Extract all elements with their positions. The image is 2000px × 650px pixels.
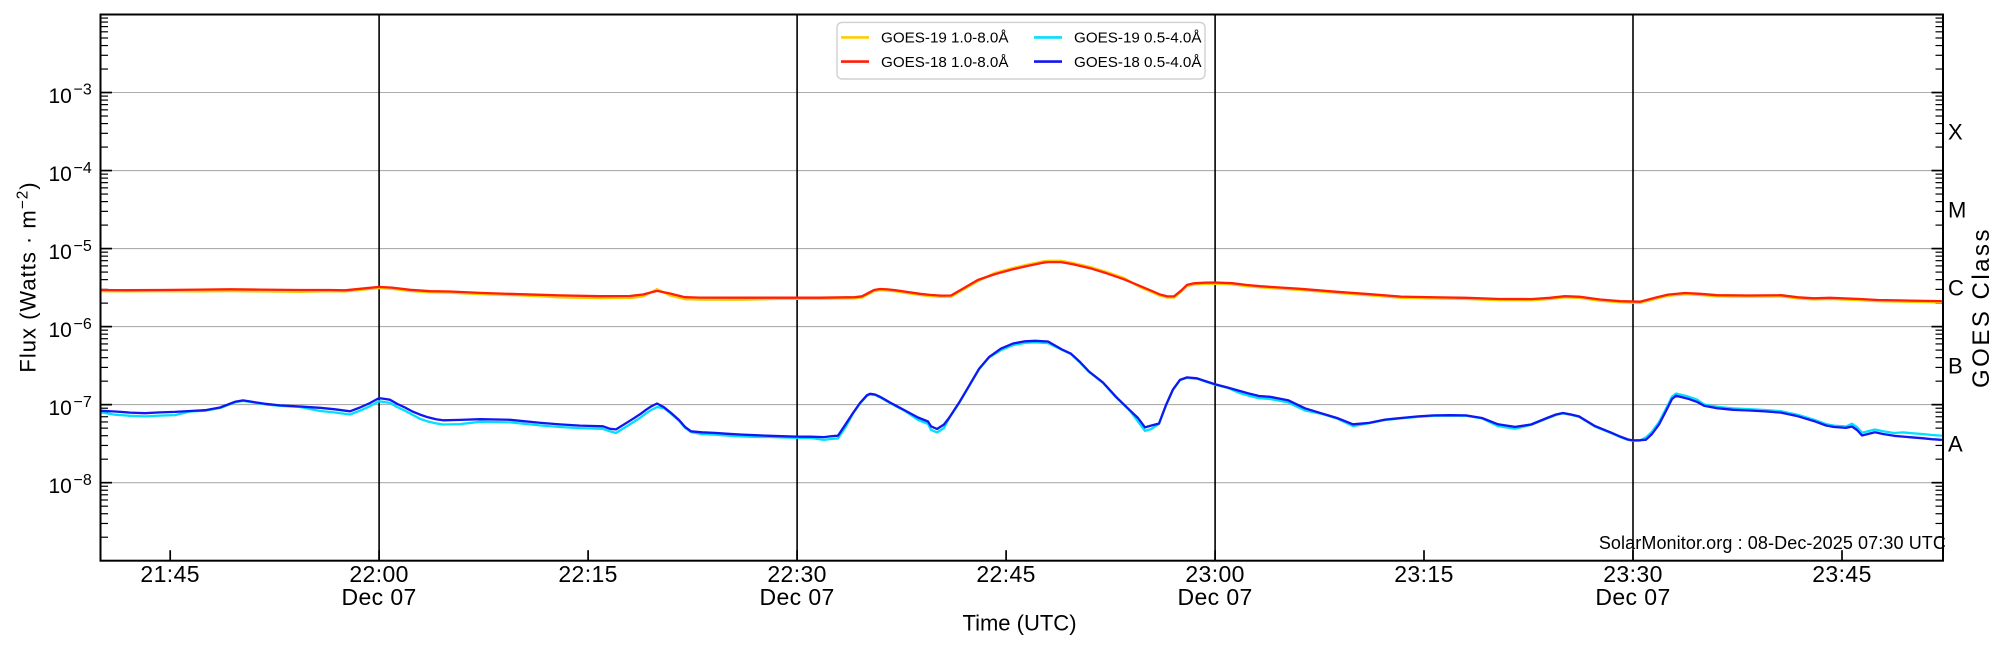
- svg-text:Dec 07: Dec 07: [1595, 584, 1670, 610]
- svg-text:X: X: [1948, 120, 1963, 145]
- svg-text:GOES-19 1.0-8.0Å: GOES-19 1.0-8.0Å: [881, 30, 1009, 47]
- svg-text:B: B: [1948, 354, 1963, 379]
- svg-text:10: 10: [49, 397, 72, 420]
- svg-text:−4: −4: [74, 160, 92, 177]
- svg-text:23:45: 23:45: [1812, 561, 1872, 587]
- svg-text:−6: −6: [74, 316, 92, 333]
- svg-text:Time (UTC): Time (UTC): [962, 611, 1076, 636]
- svg-text:GOES Class: GOES Class: [1968, 227, 1995, 388]
- svg-text:10: 10: [49, 241, 72, 264]
- svg-text:M: M: [1948, 198, 1966, 223]
- svg-text:21:45: 21:45: [140, 561, 200, 587]
- svg-text:−5: −5: [74, 238, 92, 255]
- svg-text:C: C: [1948, 276, 1964, 301]
- svg-text:−8: −8: [74, 472, 92, 489]
- svg-text:22:45: 22:45: [976, 561, 1036, 587]
- svg-text:Flux (Watts · m−2): Flux (Watts · m−2): [15, 181, 41, 372]
- svg-text:GOES-18 0.5-4.0Å: GOES-18 0.5-4.0Å: [1074, 54, 1202, 71]
- svg-text:22:00: 22:00: [349, 561, 409, 587]
- svg-text:23:15: 23:15: [1394, 561, 1454, 587]
- svg-text:−7: −7: [74, 394, 92, 411]
- svg-text:10: 10: [49, 163, 72, 186]
- svg-text:A: A: [1948, 432, 1963, 457]
- svg-text:23:00: 23:00: [1185, 561, 1245, 587]
- svg-text:10: 10: [49, 319, 72, 342]
- svg-text:SolarMonitor.org : 08-Dec-2025: SolarMonitor.org : 08-Dec-2025 07:30 UTC: [1599, 533, 1946, 553]
- svg-text:22:15: 22:15: [558, 561, 618, 587]
- svg-text:Dec 07: Dec 07: [1177, 584, 1252, 610]
- svg-text:−3: −3: [74, 82, 92, 99]
- svg-text:GOES-19 0.5-4.0Å: GOES-19 0.5-4.0Å: [1074, 30, 1202, 47]
- svg-text:Dec 07: Dec 07: [759, 584, 834, 610]
- svg-text:10: 10: [49, 85, 72, 108]
- svg-text:Dec 07: Dec 07: [341, 584, 416, 610]
- svg-text:22:30: 22:30: [767, 561, 827, 587]
- svg-text:23:30: 23:30: [1603, 561, 1663, 587]
- svg-text:10: 10: [49, 475, 72, 498]
- svg-text:GOES-18 1.0-8.0Å: GOES-18 1.0-8.0Å: [881, 54, 1009, 71]
